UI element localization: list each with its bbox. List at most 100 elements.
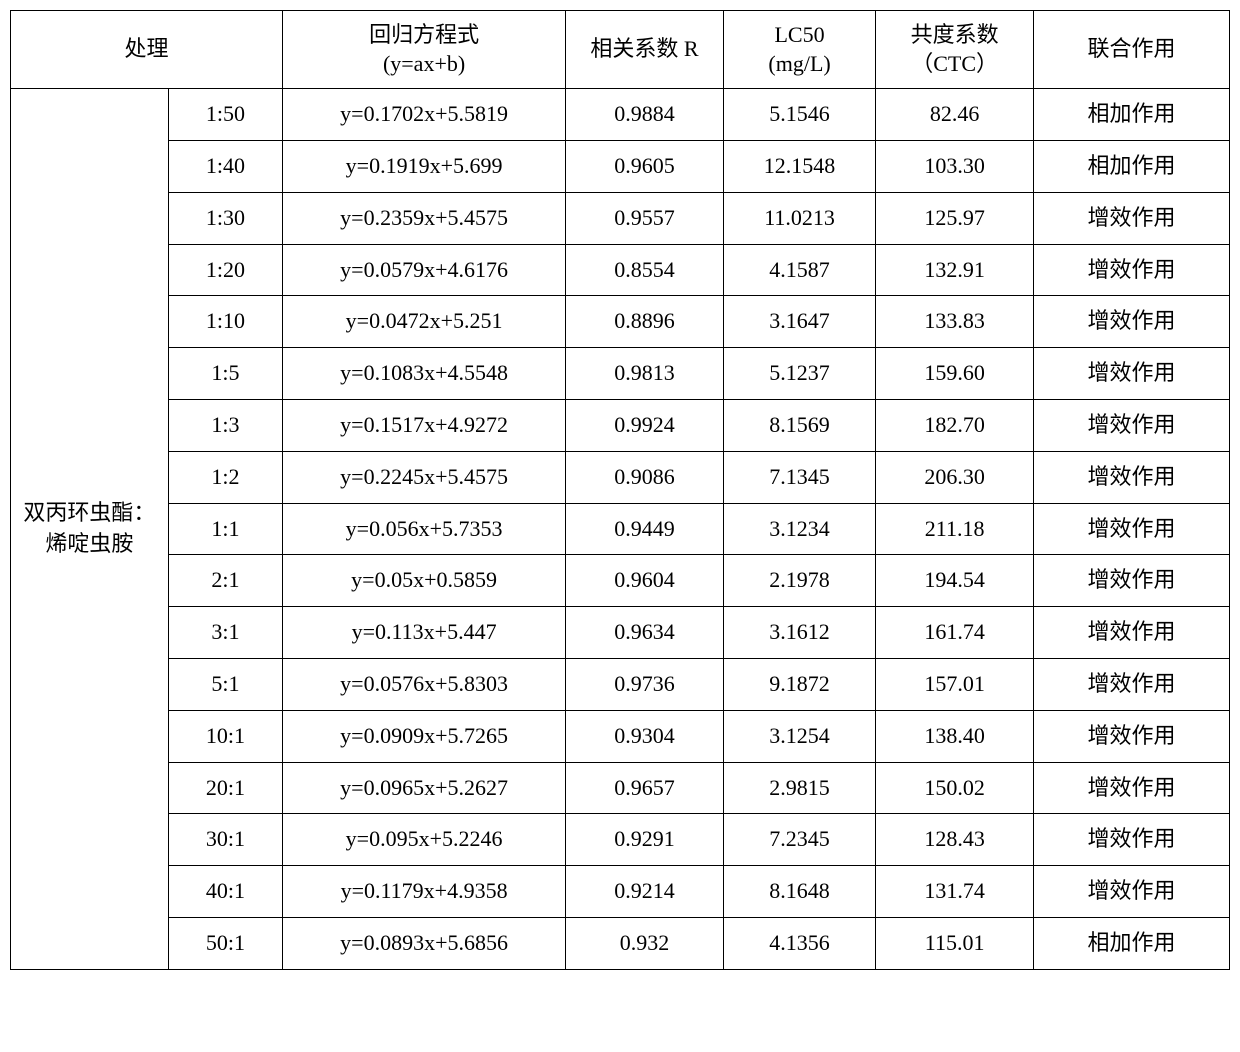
cell-ctc: 103.30	[876, 140, 1034, 192]
cell-lc50: 9.1872	[723, 658, 875, 710]
header-lc50-line1: LC50	[732, 21, 867, 50]
table-row: 2:1y=0.05x+0.58590.96042.1978194.54增效作用	[11, 555, 1230, 607]
cell-ctc: 115.01	[876, 917, 1034, 969]
header-treatment: 处理	[11, 11, 283, 89]
cell-ctc: 206.30	[876, 451, 1034, 503]
cell-lc50: 3.1234	[723, 503, 875, 555]
table-row: 1:5y=0.1083x+4.55480.98135.1237159.60增效作…	[11, 348, 1230, 400]
cell-equation: y=0.0472x+5.251	[283, 296, 566, 348]
cell-ctc: 132.91	[876, 244, 1034, 296]
cell-r: 0.9813	[566, 348, 724, 400]
table-row: 3:1y=0.113x+5.4470.96343.1612161.74增效作用	[11, 607, 1230, 659]
table-row: 30:1y=0.095x+5.22460.92917.2345128.43增效作…	[11, 814, 1230, 866]
table-row: 1:3y=0.1517x+4.92720.99248.1569182.70增效作…	[11, 399, 1230, 451]
cell-lc50: 2.1978	[723, 555, 875, 607]
table-row: 1:2y=0.2245x+5.45750.90867.1345206.30增效作…	[11, 451, 1230, 503]
cell-r: 0.9449	[566, 503, 724, 555]
cell-effect: 增效作用	[1034, 710, 1230, 762]
cell-effect: 增效作用	[1034, 762, 1230, 814]
cell-effect: 相加作用	[1034, 89, 1230, 141]
header-equation-line2: (y=ax+b)	[291, 50, 557, 79]
cell-ctc: 125.97	[876, 192, 1034, 244]
cell-ctc: 194.54	[876, 555, 1034, 607]
cell-ctc: 182.70	[876, 399, 1034, 451]
cell-ratio: 50:1	[168, 917, 282, 969]
cell-equation: y=0.1083x+4.5548	[283, 348, 566, 400]
cell-ctc: 128.43	[876, 814, 1034, 866]
cell-ctc: 157.01	[876, 658, 1034, 710]
cell-lc50: 12.1548	[723, 140, 875, 192]
cell-ratio: 1:5	[168, 348, 282, 400]
cell-equation: y=0.0579x+4.6176	[283, 244, 566, 296]
cell-r: 0.9557	[566, 192, 724, 244]
header-ctc-line2: （CTC）	[884, 50, 1025, 79]
header-lc50-line2: (mg/L)	[732, 50, 867, 79]
table-body: 双丙环虫酯：烯啶虫胺1:50y=0.1702x+5.58190.98845.15…	[11, 89, 1230, 970]
cell-r: 0.932	[566, 917, 724, 969]
cell-effect: 增效作用	[1034, 866, 1230, 918]
cell-r: 0.9605	[566, 140, 724, 192]
cell-r: 0.8896	[566, 296, 724, 348]
cell-r: 0.9657	[566, 762, 724, 814]
cell-equation: y=0.1179x+4.9358	[283, 866, 566, 918]
cell-r: 0.9086	[566, 451, 724, 503]
cell-effect: 增效作用	[1034, 399, 1230, 451]
cell-effect: 增效作用	[1034, 244, 1230, 296]
data-table-container: 处理 回归方程式 (y=ax+b) 相关系数 R LC50 (mg/L) 共度系…	[10, 10, 1230, 970]
cell-r: 0.9924	[566, 399, 724, 451]
cell-ctc: 131.74	[876, 866, 1034, 918]
table-row: 1:10y=0.0472x+5.2510.88963.1647133.83增效作…	[11, 296, 1230, 348]
cell-ratio: 1:1	[168, 503, 282, 555]
cell-lc50: 8.1569	[723, 399, 875, 451]
row-group-header: 双丙环虫酯：烯啶虫胺	[11, 89, 169, 970]
cell-lc50: 3.1254	[723, 710, 875, 762]
cell-ctc: 150.02	[876, 762, 1034, 814]
cell-equation: y=0.0965x+5.2627	[283, 762, 566, 814]
header-r: 相关系数 R	[566, 11, 724, 89]
cell-ratio: 5:1	[168, 658, 282, 710]
cell-effect: 相加作用	[1034, 140, 1230, 192]
cell-equation: y=0.056x+5.7353	[283, 503, 566, 555]
table-row: 1:40y=0.1919x+5.6990.960512.1548103.30相加…	[11, 140, 1230, 192]
cell-equation: y=0.0893x+5.6856	[283, 917, 566, 969]
table-row: 1:20y=0.0579x+4.61760.85544.1587132.91增效…	[11, 244, 1230, 296]
cell-equation: y=0.1919x+5.699	[283, 140, 566, 192]
cell-lc50: 4.1356	[723, 917, 875, 969]
regression-data-table: 处理 回归方程式 (y=ax+b) 相关系数 R LC50 (mg/L) 共度系…	[10, 10, 1230, 970]
cell-ctc: 159.60	[876, 348, 1034, 400]
cell-r: 0.9291	[566, 814, 724, 866]
cell-equation: y=0.0909x+5.7265	[283, 710, 566, 762]
cell-ratio: 1:40	[168, 140, 282, 192]
cell-effect: 增效作用	[1034, 658, 1230, 710]
cell-equation: y=0.095x+5.2246	[283, 814, 566, 866]
cell-ratio: 1:3	[168, 399, 282, 451]
cell-ratio: 1:2	[168, 451, 282, 503]
cell-ratio: 1:20	[168, 244, 282, 296]
cell-ratio: 1:50	[168, 89, 282, 141]
cell-lc50: 3.1612	[723, 607, 875, 659]
cell-effect: 增效作用	[1034, 192, 1230, 244]
cell-effect: 增效作用	[1034, 503, 1230, 555]
cell-ctc: 138.40	[876, 710, 1034, 762]
cell-r: 0.9634	[566, 607, 724, 659]
cell-effect: 增效作用	[1034, 607, 1230, 659]
header-ctc-line1: 共度系数	[884, 21, 1025, 50]
cell-r: 0.9304	[566, 710, 724, 762]
header-lc50: LC50 (mg/L)	[723, 11, 875, 89]
cell-equation: y=0.1517x+4.9272	[283, 399, 566, 451]
cell-lc50: 7.2345	[723, 814, 875, 866]
header-equation-line1: 回归方程式	[291, 21, 557, 50]
cell-ctc: 133.83	[876, 296, 1034, 348]
cell-r: 0.8554	[566, 244, 724, 296]
cell-effect: 增效作用	[1034, 814, 1230, 866]
cell-ratio: 3:1	[168, 607, 282, 659]
table-row: 20:1y=0.0965x+5.26270.96572.9815150.02增效…	[11, 762, 1230, 814]
cell-ratio: 30:1	[168, 814, 282, 866]
cell-equation: y=0.1702x+5.5819	[283, 89, 566, 141]
cell-ctc: 82.46	[876, 89, 1034, 141]
cell-effect: 增效作用	[1034, 348, 1230, 400]
cell-r: 0.9214	[566, 866, 724, 918]
cell-equation: y=0.0576x+5.8303	[283, 658, 566, 710]
table-row: 40:1y=0.1179x+4.93580.92148.1648131.74增效…	[11, 866, 1230, 918]
cell-ratio: 10:1	[168, 710, 282, 762]
